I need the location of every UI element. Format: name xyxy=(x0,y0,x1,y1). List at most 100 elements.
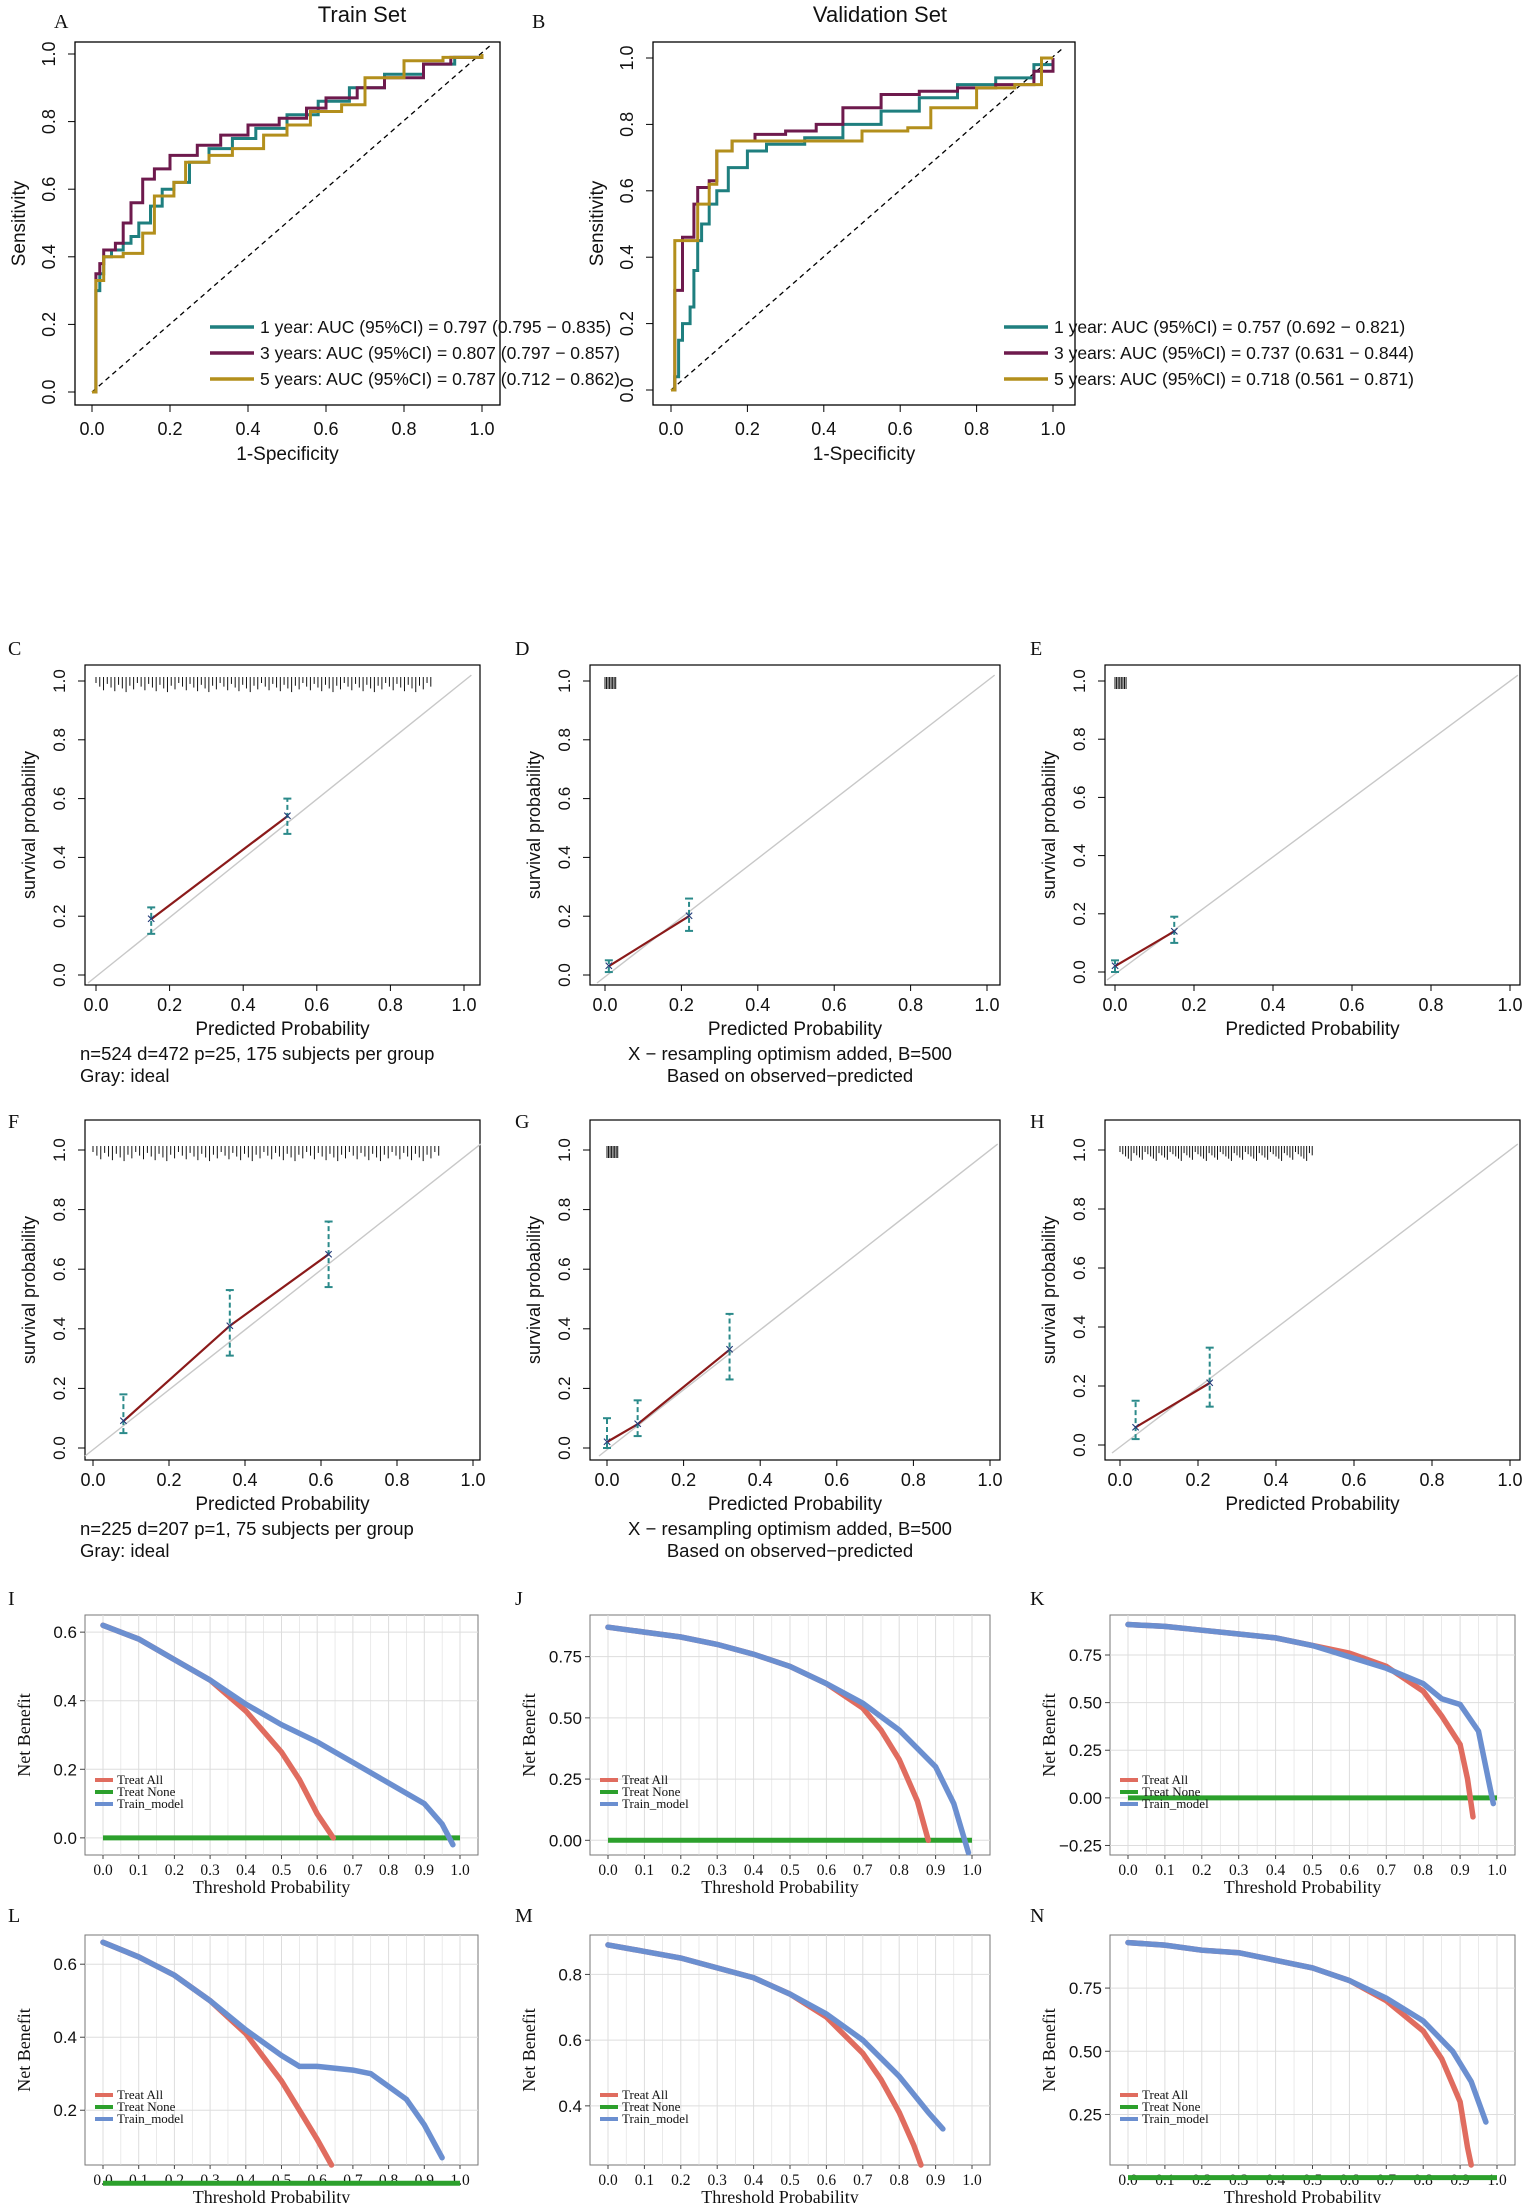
y-tick-label: 0.6 xyxy=(39,177,59,202)
roc-reference-diagonal xyxy=(91,43,493,393)
x-tick-label: 0.9 xyxy=(926,1862,946,1879)
x-axis-label: Predicted Probability xyxy=(1225,1019,1400,1040)
x-tick-label: 0.2 xyxy=(156,1470,181,1490)
x-tick-label: 1.0 xyxy=(977,1470,1002,1490)
x-tick-label: 1.0 xyxy=(450,2172,470,2189)
y-tick-label: 0.2 xyxy=(617,311,637,336)
legend-label: 5 years: AUC (95%CI) = 0.787 (0.712 − 0.… xyxy=(260,369,620,389)
x-axis-label: Predicted Probability xyxy=(708,1494,883,1515)
calibration-point: × xyxy=(1131,1419,1140,1436)
roc-title-B: Validation Set xyxy=(813,2,947,27)
calibration-point: × xyxy=(225,1318,234,1335)
panel-letter-K: K xyxy=(1030,1588,1045,1610)
model-curve xyxy=(1125,1621,1497,1807)
x-tick-label: 0.4 xyxy=(744,1862,764,1879)
x-tick-label: 0.8 xyxy=(378,995,403,1015)
y-axis-label: Net Benefit xyxy=(14,2008,34,2091)
x-tick-label: 0.5 xyxy=(272,1862,292,1879)
calibration-curve xyxy=(608,915,690,968)
dca-legend-label: Treat None xyxy=(622,1784,681,1799)
x-tick-label: 0.8 xyxy=(1418,995,1443,1015)
dca-legend-label: Treat All xyxy=(117,2087,163,2102)
dca-legend-label: Treat All xyxy=(117,1772,163,1787)
x-tick-label: 1.0 xyxy=(469,419,494,439)
y-tick-label: 0.0 xyxy=(1070,960,1089,984)
x-tick-label: 0.0 xyxy=(592,995,617,1015)
calibration-curve xyxy=(150,815,289,920)
y-tick-label: 0.2 xyxy=(50,904,69,928)
x-tick-label: 0.3 xyxy=(708,2172,728,2189)
y-tick-label: 0.8 xyxy=(555,728,574,752)
x-tick-label: 0.0 xyxy=(1102,995,1127,1015)
calib-frame-E xyxy=(1104,664,1521,986)
calib-footer: Based on observed−predicted xyxy=(667,1540,913,1561)
y-tick-label: 1.0 xyxy=(1070,1138,1089,1162)
y-axis-label: survival probability xyxy=(1039,751,1059,899)
calib-footer: Gray: ideal xyxy=(80,1065,169,1086)
x-tick-label: 0.2 xyxy=(1192,2172,1211,2189)
calibration-point: × xyxy=(283,808,292,825)
x-tick-label: 1.0 xyxy=(962,2172,982,2189)
y-tick-label: 0.4 xyxy=(50,1317,69,1341)
x-tick-label: 0.2 xyxy=(671,1862,690,1879)
y-tick-label: 0.2 xyxy=(50,1377,69,1401)
y-tick-label: 0.4 xyxy=(1070,844,1089,868)
x-tick-label: 1.0 xyxy=(1487,2172,1507,2189)
ideal-line xyxy=(598,1143,999,1457)
x-tick-label: 0.9 xyxy=(926,2172,946,2189)
calibration-point: × xyxy=(725,1342,734,1359)
x-tick-label: 0.2 xyxy=(1181,995,1206,1015)
y-tick-label: 0.4 xyxy=(39,244,59,269)
y-tick-label: 0.4 xyxy=(53,1692,77,1711)
y-tick-label: 0.0 xyxy=(50,1436,69,1460)
x-tick-label: 0.2 xyxy=(671,1470,696,1490)
ideal-line xyxy=(84,1143,482,1457)
roc-frame-B xyxy=(652,41,1076,406)
y-tick-label: 0.4 xyxy=(555,846,574,870)
legend-label: 3 years: AUC (95%CI) = 0.737 (0.631 − 0.… xyxy=(1054,343,1414,363)
y-tick-label: 0.2 xyxy=(53,1760,77,1779)
y-tick-label: 0.0 xyxy=(555,963,574,987)
calib-footer: Gray: ideal xyxy=(80,1540,169,1561)
x-axis-label: Threshold Probability xyxy=(701,2187,858,2203)
x-tick-label: 0.5 xyxy=(780,1862,800,1879)
dca-legend-label: Treat None xyxy=(117,2099,176,2114)
dca-legend-label: Treat None xyxy=(1142,2099,1201,2114)
x-tick-label: 0.2 xyxy=(165,2172,184,2189)
panel-letter-I: I xyxy=(8,1588,15,1610)
y-tick-label: 0.6 xyxy=(555,787,574,811)
x-tick-label: 0.0 xyxy=(93,1862,113,1879)
x-tick-label: 0.0 xyxy=(598,2172,618,2189)
panel-letter-D: D xyxy=(515,638,529,660)
y-tick-label: 0.0 xyxy=(53,1829,77,1848)
x-tick-label: 0.6 xyxy=(1340,1862,1360,1879)
x-tick-label: 0.8 xyxy=(384,1470,409,1490)
x-tick-label: 0.0 xyxy=(83,995,108,1015)
calibration-point: × xyxy=(119,1413,128,1430)
calibration-point: × xyxy=(324,1246,333,1263)
calib-footer: Based on observed−predicted xyxy=(667,1065,913,1086)
x-tick-label: 0.9 xyxy=(415,1862,435,1879)
y-tick-label: 0.4 xyxy=(53,2028,77,2047)
y-tick-label: 0.6 xyxy=(1070,1256,1089,1280)
x-tick-label: 0.2 xyxy=(1185,1470,1210,1490)
legend-label: 1 year: AUC (95%CI) = 0.797 (0.795 − 0.8… xyxy=(260,317,611,337)
x-tick-label: 1.0 xyxy=(450,1862,470,1879)
x-tick-label: 0.6 xyxy=(308,1862,328,1879)
x-tick-label: 0.1 xyxy=(1155,1862,1174,1879)
x-tick-label: 0.6 xyxy=(822,995,847,1015)
dca-legend-label: Treat None xyxy=(1142,1784,1201,1799)
panel-letter-J: J xyxy=(515,1588,523,1610)
x-tick-label: 0.0 xyxy=(1118,2172,1138,2189)
y-tick-label: 0.0 xyxy=(50,963,69,987)
y-tick-label: 0.2 xyxy=(1070,1374,1089,1398)
dca-legend-label: Treat All xyxy=(622,2087,668,2102)
x-tick-label: 0.1 xyxy=(1155,2172,1174,2189)
x-tick-label: 0.8 xyxy=(379,1862,399,1879)
y-tick-label: 0.6 xyxy=(617,178,637,203)
calibration-point: × xyxy=(602,1434,611,1451)
panel-letter-H: H xyxy=(1030,1111,1044,1133)
roc-curve-3-years xyxy=(671,58,1055,392)
y-tick-label: 1.0 xyxy=(50,1138,69,1162)
ideal-line xyxy=(87,674,472,984)
